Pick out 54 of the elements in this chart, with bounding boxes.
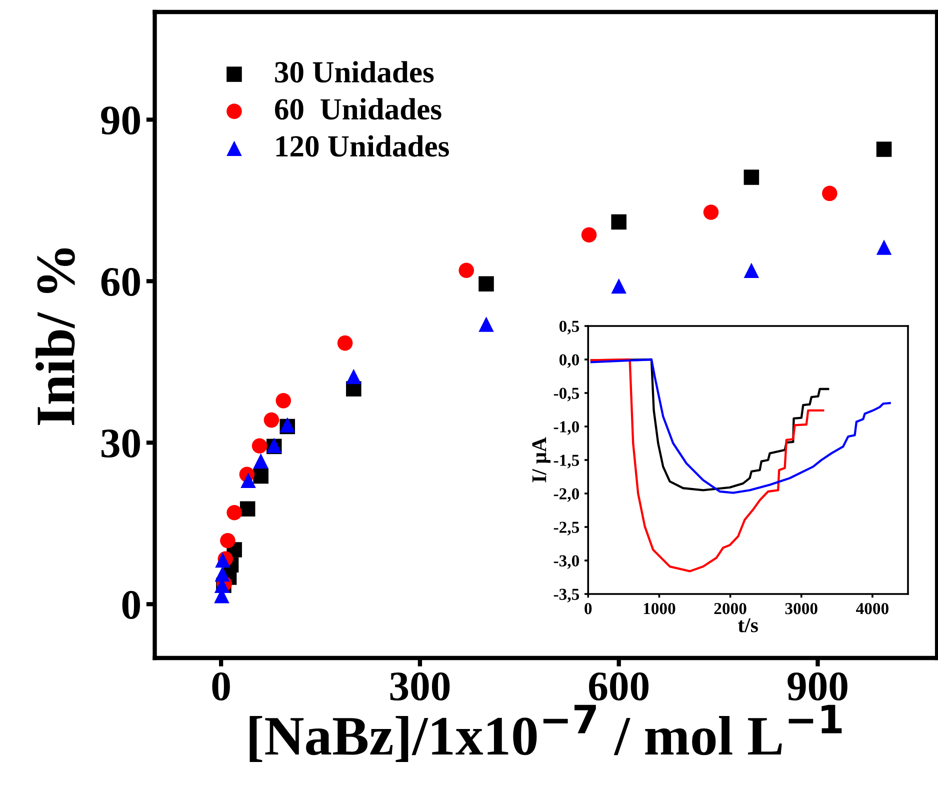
point <box>253 468 268 484</box>
point <box>276 393 292 408</box>
point <box>744 170 760 185</box>
line-series <box>590 358 824 572</box>
point <box>876 142 892 157</box>
point <box>876 240 892 255</box>
x-axis-title: [NaBz]/1x10$^{−7}$ / mol L$^{−1}$ <box>250 704 842 762</box>
point <box>337 335 353 351</box>
point <box>240 501 256 517</box>
point <box>264 412 280 428</box>
y-tick-label: 0,0 <box>559 354 580 368</box>
point <box>240 472 256 488</box>
y-axis-title: I/ μA <box>532 437 550 482</box>
y-tick-label: -1,5 <box>554 454 580 468</box>
point <box>581 227 597 243</box>
point <box>220 533 236 548</box>
point <box>215 552 230 568</box>
x-tick-label: 3000 <box>785 602 818 614</box>
legend-label: 120 Unidades <box>276 135 449 157</box>
y-tick-label: 60 <box>101 268 140 296</box>
y-tick-label: 90 <box>101 106 140 135</box>
point <box>226 505 242 520</box>
y-axis-title: Inib/ % <box>36 248 75 425</box>
point <box>214 566 230 582</box>
x-tick-label: 600 <box>589 672 649 701</box>
x-tick-label: 0 <box>212 672 230 701</box>
y-tick-label: 0,5 <box>559 320 580 334</box>
y-tick-label: -1,0 <box>554 421 580 435</box>
point <box>822 186 838 202</box>
point <box>611 214 626 230</box>
point <box>458 262 474 278</box>
point <box>478 316 494 332</box>
point <box>478 276 494 292</box>
y-tick-label: -0,5 <box>554 388 580 402</box>
point <box>611 278 626 294</box>
point <box>744 262 760 278</box>
y-tick-label: 30 <box>101 429 140 458</box>
x-tick-label: 0 <box>584 602 592 614</box>
x-tick-label: 4000 <box>856 602 888 614</box>
x-axis-title: t/s <box>738 618 758 632</box>
y-tick-label: -2,0 <box>554 488 580 502</box>
point <box>346 368 362 384</box>
y-tick-label: -2,5 <box>554 522 580 536</box>
x-tick-label: 300 <box>390 672 450 701</box>
point <box>253 453 268 469</box>
legend-label: 30 Unidades <box>275 61 434 83</box>
x-tick-label: 2000 <box>714 602 746 614</box>
legend-label: 60 Unidades <box>274 98 442 120</box>
point <box>703 204 719 220</box>
point <box>252 438 268 454</box>
x-tick-label: 1000 <box>644 602 676 614</box>
y-tick-label: -3,5 <box>554 588 580 602</box>
x-tick-label: 900 <box>788 672 848 701</box>
y-tick-label: -3,0 <box>554 555 580 569</box>
